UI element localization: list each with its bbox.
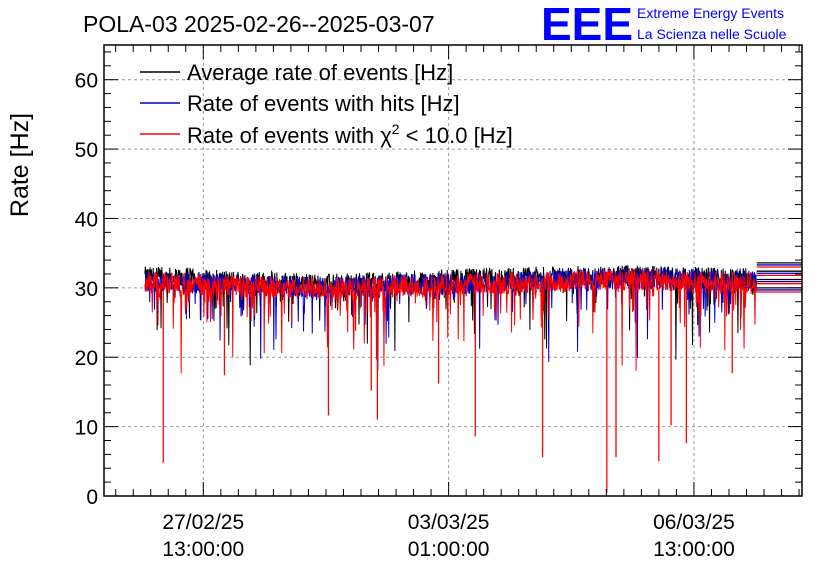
chart-title: POLA-03 2025-02-26--2025-03-07 (83, 11, 435, 37)
y-axis-label: Rate [Hz] (6, 113, 34, 217)
y-tick-label: 0 (86, 486, 98, 509)
y-tick-label: 20 (75, 347, 98, 370)
series-2 (144, 266, 802, 493)
x-tick-time: 13:00:00 (653, 538, 735, 561)
series-trace (144, 268, 758, 374)
x-tick-time: 13:00:00 (162, 538, 244, 561)
brand-line-1: Extreme Energy Events (637, 5, 784, 21)
axis-ticks (104, 45, 802, 497)
plot-frame (103, 44, 803, 497)
y-tick-label: 10 (75, 417, 98, 440)
brand-block: EEE Extreme Energy Events La Scienza nel… (541, 0, 787, 50)
series-layer (144, 262, 802, 493)
legend-label-hits: Rate of events with hits [Hz] (187, 91, 460, 116)
y-tick-label: 50 (75, 139, 98, 162)
eee-logo: EEE (541, 0, 633, 50)
legend-label-average: Average rate of events [Hz] (187, 60, 453, 85)
legend: Average rate of events [Hz] Rate of even… (140, 60, 513, 148)
x-tick-date: 27/02/25 (162, 511, 244, 534)
y-tick-label: 30 (75, 278, 98, 301)
brand-line-2: La Scienza nelle Scuole (637, 26, 787, 42)
x-tick-date: 06/03/25 (653, 511, 735, 534)
y-tick-labels: 0 10 20 30 40 50 60 (75, 70, 98, 509)
x-tick-time: 01:00:00 (408, 538, 490, 561)
x-tick-date: 03/03/25 (408, 511, 490, 534)
x-tick-labels: 27/02/25 13:00:00 03/03/25 01:00:00 06/03/25… (162, 511, 734, 561)
y-tick-label: 60 (75, 70, 98, 93)
legend-label-chi2: Rate of events with χ2 < 10.0 [Hz] (187, 121, 513, 148)
y-tick-label: 40 (75, 208, 98, 231)
